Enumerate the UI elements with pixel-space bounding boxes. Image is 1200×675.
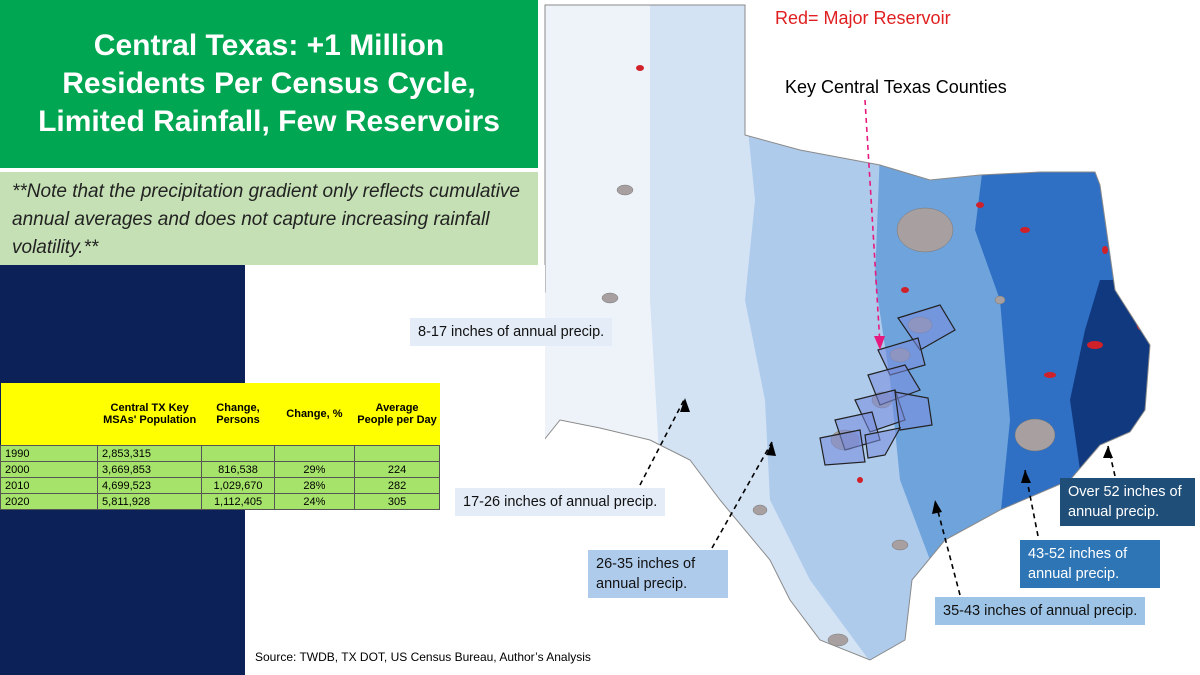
- header-cell: Central TX Key MSAs' Population: [97, 383, 202, 446]
- table-cell: 1,112,405: [201, 493, 275, 510]
- table-cell: 1,029,670: [201, 477, 275, 494]
- counties-arrow-head: [874, 336, 885, 350]
- table-cell: 28%: [273, 477, 356, 494]
- header-cell: [0, 383, 98, 446]
- zone-label: 43-52 inches of annual precip.: [1020, 540, 1160, 588]
- legend: Red= Major Reservoir: [775, 8, 951, 28]
- population-table: Central TX Key MSAs' Population Change, P…: [0, 383, 440, 510]
- key-counties: [819, 304, 956, 466]
- table-cell: 4,699,523: [97, 477, 203, 494]
- table-cell: 282: [354, 477, 440, 494]
- table-cell: [354, 445, 440, 462]
- source: Source: TWDB, TX DOT, US Census Bureau, …: [255, 650, 591, 664]
- table-cell: 816,538: [201, 461, 275, 478]
- header-row: Central TX Key MSAs' Population Change, P…: [0, 383, 440, 446]
- table-row: 2020 5,811,928 1,112,405 24% 305: [0, 493, 440, 510]
- table-cell: 2000: [0, 461, 99, 478]
- title: Central Texas: +1 Million Residents Per …: [0, 0, 538, 168]
- zone-label: 35-43 inches of annual precip.: [935, 597, 1146, 625]
- table-row: 2000 3,669,853 816,538 29% 224: [0, 461, 440, 478]
- header-cell: Change, %: [274, 383, 355, 446]
- header-cell: Average People per Day: [354, 383, 440, 446]
- header-cell: Change, Persons: [201, 383, 275, 446]
- table-cell: 1990: [0, 445, 99, 462]
- table-row: 2010 4,699,523 1,029,670 28% 282: [0, 477, 440, 494]
- zone-label: 26-35 inches of annual precip.: [588, 550, 728, 598]
- table-cell: 2020: [0, 493, 99, 510]
- table-cell: [273, 445, 356, 462]
- table-cell: 29%: [273, 461, 356, 478]
- zone-label: 8-17 inches of annual precip.: [410, 318, 613, 346]
- table-cell: 24%: [273, 493, 356, 510]
- counties-arrow: [864, 99, 881, 346]
- table-row: 1990 2,853,315: [0, 445, 440, 462]
- note: **Note that the precipitation gradient o…: [0, 172, 538, 265]
- table-cell: 224: [354, 461, 440, 478]
- zone-label: 17-26 inches of annual precip.: [455, 488, 666, 516]
- table-cell: 2010: [0, 477, 99, 494]
- table-cell: 305: [354, 493, 440, 510]
- zone-label: Over 52 inches of annual precip.: [1060, 478, 1195, 526]
- counties-label: Key Central Texas Counties: [785, 77, 1007, 97]
- table-cell: 5,811,928: [97, 493, 203, 510]
- table-cell: 2,853,315: [97, 445, 203, 462]
- arrow-heads: [680, 398, 1113, 514]
- table-cell: [201, 445, 275, 462]
- table-cell: 3,669,853: [97, 461, 203, 478]
